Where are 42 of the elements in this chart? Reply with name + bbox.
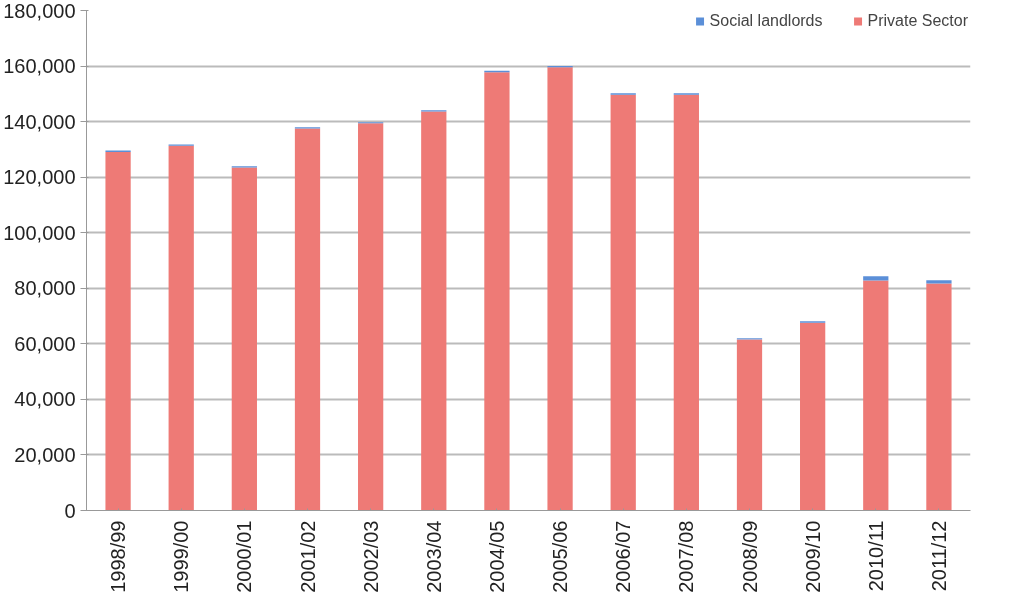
y-tick-label: 40,000 bbox=[14, 388, 76, 411]
x-tick-label: 1998/99 bbox=[107, 520, 130, 593]
x-tick-label: 2001/02 bbox=[296, 520, 319, 593]
bar bbox=[421, 111, 447, 511]
x-tick-label: 2006/07 bbox=[612, 520, 635, 593]
bar bbox=[736, 339, 763, 511]
y-tick-label: 80,000 bbox=[14, 277, 76, 300]
bar bbox=[105, 151, 131, 511]
legend-label: Social landlords bbox=[709, 12, 823, 30]
bar bbox=[484, 72, 510, 511]
bar bbox=[926, 283, 952, 511]
x-tick-label: 2002/03 bbox=[359, 520, 382, 593]
y-tick-label: 180,000 bbox=[3, 0, 76, 22]
y-tick-label: 20,000 bbox=[14, 443, 76, 466]
legend-label: Private Sector bbox=[867, 12, 968, 30]
y-tick-label: 0 bbox=[64, 499, 76, 522]
x-tick-label: 2004/05 bbox=[485, 520, 508, 593]
y-tick-label: 120,000 bbox=[3, 166, 76, 189]
x-tick-label: 2007/08 bbox=[675, 520, 698, 593]
x-tick-label: 2010/11 bbox=[864, 520, 887, 592]
bar bbox=[231, 167, 257, 511]
y-tick-label: 140,000 bbox=[3, 110, 76, 133]
bar bbox=[863, 280, 889, 511]
bar bbox=[168, 145, 194, 511]
x-tick-label: 2005/06 bbox=[549, 520, 572, 593]
bar bbox=[547, 67, 573, 511]
x-tick-label: 2009/10 bbox=[801, 520, 824, 593]
y-tick-label: 160,000 bbox=[3, 55, 76, 78]
bar bbox=[610, 94, 636, 511]
bar bbox=[800, 322, 826, 511]
x-tick-label: 2000/01 bbox=[233, 520, 256, 593]
x-tick-label: 2003/04 bbox=[422, 520, 445, 593]
x-tick-label: 2008/09 bbox=[738, 520, 761, 593]
bar bbox=[358, 123, 384, 511]
bar bbox=[926, 280, 952, 284]
bar bbox=[294, 128, 321, 511]
bar bbox=[863, 276, 889, 281]
y-tick-label: 100,000 bbox=[3, 221, 76, 244]
y-tick-label: 60,000 bbox=[14, 332, 76, 355]
x-tick-label: 1999/00 bbox=[170, 520, 193, 593]
x-tick-label: 2011/12 bbox=[927, 520, 950, 592]
bar bbox=[673, 94, 699, 511]
